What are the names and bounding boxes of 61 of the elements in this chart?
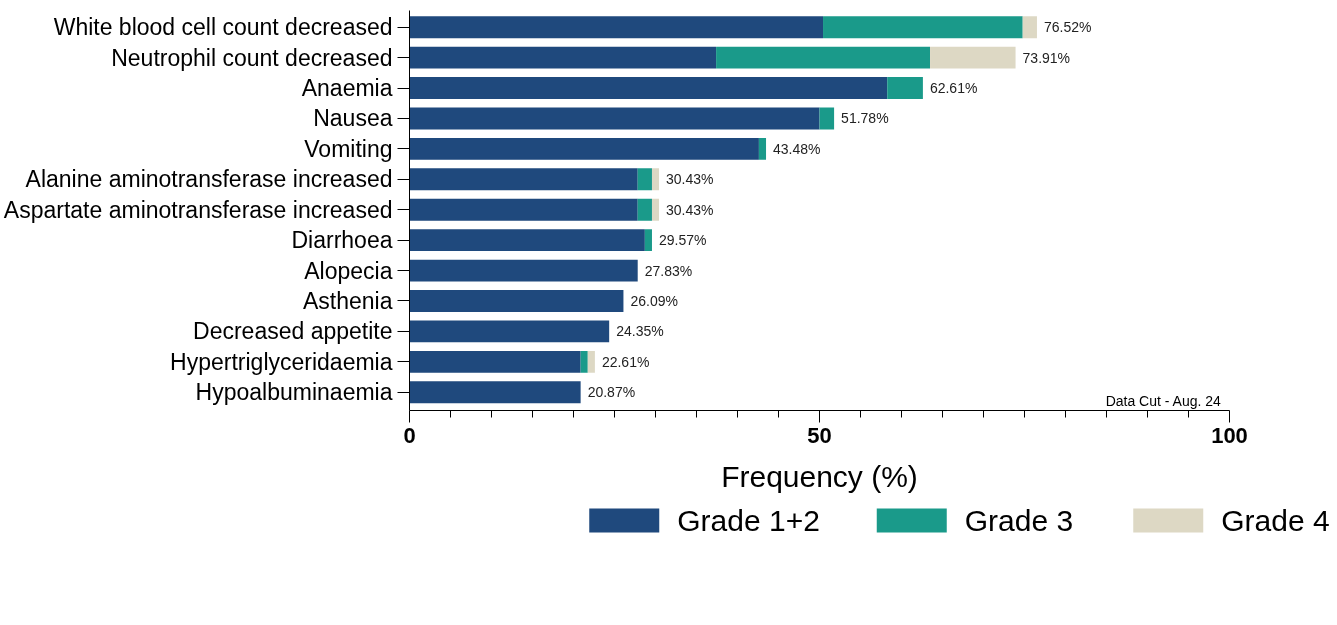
legend-label: Grade 3 bbox=[964, 504, 1074, 537]
legend-label: Grade 4 bbox=[1221, 504, 1330, 537]
total-label: 76.52% bbox=[1043, 19, 1092, 36]
bar bbox=[930, 46, 1016, 69]
bar bbox=[409, 77, 888, 100]
y-tick-label: Hypoalbuminaemia bbox=[195, 379, 393, 406]
bar bbox=[819, 107, 835, 130]
bar bbox=[587, 350, 595, 373]
y-tick-label: Diarrhoea bbox=[291, 227, 393, 254]
bar bbox=[637, 198, 652, 221]
bar bbox=[716, 46, 931, 69]
y-tick-label: Hypertriglyceridaemia bbox=[170, 348, 393, 375]
bar bbox=[409, 137, 759, 160]
x-tick-label: 100 bbox=[1211, 422, 1248, 448]
bar bbox=[409, 259, 638, 282]
total-label: 24.35% bbox=[616, 323, 664, 340]
total-label: 29.57% bbox=[658, 232, 707, 249]
bar bbox=[823, 16, 1023, 39]
y-tick-label: Decreased appetite bbox=[193, 318, 393, 345]
total-label: 62.61% bbox=[929, 80, 978, 97]
total-label: 26.09% bbox=[630, 292, 678, 309]
y-tick-label: Nausea bbox=[313, 105, 393, 132]
x-tick-label: 50 bbox=[807, 422, 832, 448]
bar bbox=[409, 107, 820, 130]
bar bbox=[409, 381, 581, 404]
total-label: 30.43% bbox=[666, 201, 714, 218]
bar bbox=[1022, 16, 1037, 39]
y-tick-label: Aspartate aminotransferase increased bbox=[3, 196, 393, 223]
y-tick-label: Alopecia bbox=[304, 257, 393, 284]
bar bbox=[409, 198, 638, 221]
bar bbox=[409, 168, 638, 191]
y-tick-label: Asthenia bbox=[302, 287, 393, 314]
legend-label: Grade 1+2 bbox=[677, 504, 820, 537]
bar bbox=[409, 16, 824, 39]
total-label: 22.61% bbox=[601, 353, 650, 370]
y-tick-label: Alanine aminotransferase increased bbox=[25, 166, 393, 193]
total-label: 51.78% bbox=[841, 110, 889, 127]
annotation: Data Cut - Aug. 24 bbox=[1105, 392, 1222, 409]
bar bbox=[644, 229, 652, 252]
total-label: 30.43% bbox=[666, 171, 714, 188]
bar bbox=[758, 137, 767, 160]
bar bbox=[409, 290, 624, 312]
total-label: 43.48% bbox=[773, 140, 821, 157]
bar bbox=[651, 168, 660, 191]
x-axis-title: Frequency (%) bbox=[721, 459, 918, 493]
bar bbox=[409, 229, 645, 252]
y-tick-label: White blood cell count decreased bbox=[53, 14, 393, 41]
y-tick-label: Anaemia bbox=[301, 75, 393, 102]
bar bbox=[409, 46, 717, 69]
bar bbox=[887, 77, 923, 100]
x-tick-label: 0 bbox=[403, 422, 416, 448]
bar bbox=[637, 168, 652, 191]
y-tick-label: Neutrophil count decreased bbox=[111, 44, 393, 71]
bar bbox=[409, 350, 581, 373]
bar bbox=[580, 350, 588, 373]
total-label: 73.91% bbox=[1022, 49, 1071, 66]
bar bbox=[651, 198, 660, 221]
total-label: 20.87% bbox=[587, 384, 636, 401]
total-label: 27.83% bbox=[644, 262, 693, 279]
bar bbox=[409, 320, 610, 343]
y-tick-label: Vomiting bbox=[304, 135, 393, 162]
